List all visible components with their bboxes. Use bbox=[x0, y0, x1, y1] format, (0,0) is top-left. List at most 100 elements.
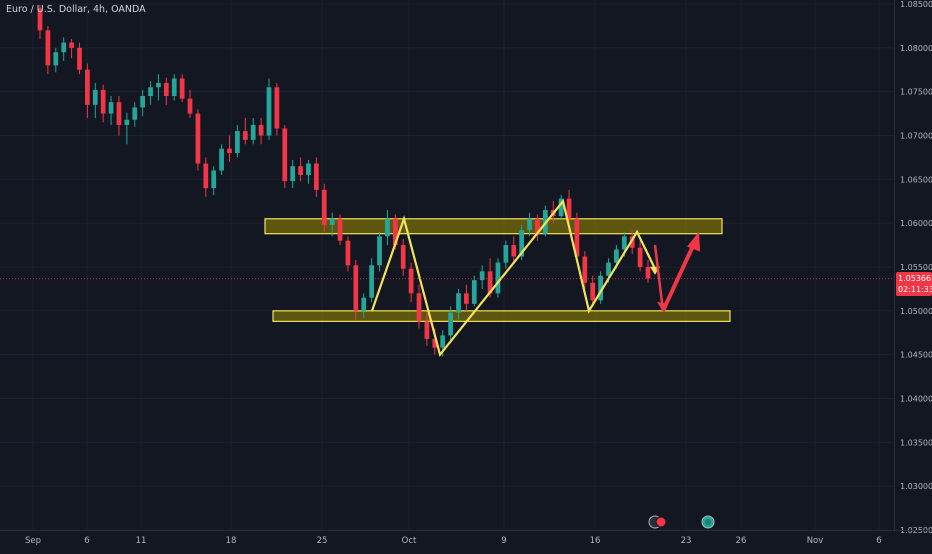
candle bbox=[464, 284, 469, 311]
candle-body bbox=[77, 47, 82, 70]
candle bbox=[645, 259, 651, 283]
earnings-icon[interactable] bbox=[701, 515, 715, 529]
projection-up-line bbox=[661, 242, 696, 312]
candle-body bbox=[195, 113, 201, 164]
candle bbox=[227, 135, 232, 162]
candle-body bbox=[479, 271, 485, 281]
support-zone[interactable] bbox=[272, 310, 731, 322]
candle bbox=[69, 39, 74, 59]
price-axis[interactable]: 1.08500 1.08000 1.07500 1.07000 1.06500 1.060… bbox=[900, 0, 932, 535]
bar-countdown: 02:11:33 bbox=[898, 285, 932, 294]
earnings-dot bbox=[705, 519, 711, 525]
economic-event-icon[interactable] bbox=[648, 515, 667, 529]
candle-body bbox=[124, 119, 130, 125]
candle-body bbox=[566, 198, 572, 219]
candle bbox=[637, 240, 643, 272]
candle bbox=[527, 212, 532, 237]
time-tick-label: Oct bbox=[402, 536, 417, 546]
time-tick-label: 25 bbox=[317, 536, 328, 546]
candle-body bbox=[250, 124, 256, 140]
zigzag-pattern-line[interactable] bbox=[370, 198, 656, 358]
candle-body bbox=[148, 87, 153, 97]
candle-body bbox=[298, 166, 303, 175]
candle-body bbox=[424, 321, 430, 339]
candle bbox=[345, 236, 351, 272]
candle-body bbox=[61, 42, 67, 53]
candle-body bbox=[313, 163, 319, 190]
candle-body bbox=[306, 163, 311, 175]
candle bbox=[85, 63, 90, 118]
candle-body bbox=[440, 335, 446, 348]
candle-body bbox=[242, 131, 248, 140]
candle bbox=[448, 306, 453, 342]
price-tick-label: 1.03000 bbox=[900, 482, 932, 491]
candle-body bbox=[361, 297, 367, 311]
candle bbox=[132, 102, 138, 127]
candle-body bbox=[337, 218, 343, 241]
candle bbox=[124, 112, 130, 145]
candle-body bbox=[645, 267, 651, 279]
candle bbox=[408, 262, 414, 303]
candle-body bbox=[37, 8, 43, 31]
candle-body bbox=[45, 30, 51, 66]
candle-body bbox=[614, 249, 619, 263]
projection-down-line bbox=[653, 244, 665, 311]
candle-body bbox=[629, 236, 635, 248]
candle bbox=[179, 74, 185, 103]
candle bbox=[211, 166, 217, 196]
candle-body bbox=[321, 189, 327, 225]
candle-body bbox=[471, 280, 477, 304]
candle bbox=[361, 293, 367, 318]
candle bbox=[219, 144, 224, 175]
candle-body bbox=[558, 198, 564, 217]
pattern-annotations[interactable] bbox=[370, 198, 700, 358]
candle-body bbox=[353, 265, 359, 311]
candle-body bbox=[156, 82, 161, 88]
candle-body bbox=[590, 282, 596, 301]
candle bbox=[61, 37, 67, 61]
candle bbox=[100, 84, 106, 123]
candle-body bbox=[227, 148, 232, 154]
candle bbox=[187, 89, 193, 118]
candle bbox=[582, 251, 588, 289]
resistance-zone[interactable] bbox=[264, 218, 723, 235]
candle-body bbox=[582, 256, 588, 283]
candle-body bbox=[53, 52, 59, 66]
price-tick-label: 1.05000 bbox=[900, 307, 932, 316]
candle-body bbox=[116, 102, 122, 125]
time-axis[interactable]: Sep 6 11 18 25 Oct 9 16 23 26 Nov 6 bbox=[25, 536, 882, 546]
candle bbox=[535, 214, 540, 241]
price-tick-label: 1.04500 bbox=[900, 351, 932, 360]
candle-body bbox=[392, 218, 398, 246]
candle bbox=[385, 210, 390, 246]
candle-body bbox=[606, 262, 611, 276]
event-markers[interactable] bbox=[648, 515, 715, 529]
time-tick-label: Sep bbox=[25, 536, 41, 546]
support-resistance-zones[interactable] bbox=[264, 218, 731, 322]
candle-body bbox=[171, 78, 177, 97]
candle bbox=[116, 96, 122, 136]
candle-body bbox=[369, 265, 375, 298]
candle bbox=[242, 117, 248, 145]
candle-body bbox=[503, 245, 509, 263]
price-tick-label: 1.04000 bbox=[900, 395, 932, 404]
candle bbox=[171, 74, 177, 101]
grid bbox=[0, 0, 894, 531]
candle-body bbox=[598, 275, 603, 301]
time-tick-label: Nov bbox=[807, 536, 824, 546]
candle-body bbox=[132, 107, 138, 120]
price-tick-label: 1.03500 bbox=[900, 438, 932, 447]
candle bbox=[250, 117, 256, 145]
candle-body bbox=[235, 131, 240, 154]
candle bbox=[503, 240, 509, 269]
price-tick-label: 1.06500 bbox=[900, 175, 932, 184]
candle bbox=[629, 230, 635, 254]
candle bbox=[148, 81, 153, 105]
candle-body bbox=[448, 312, 453, 336]
price-tick-label: 1.07500 bbox=[900, 88, 932, 97]
candles bbox=[37, 4, 651, 357]
candle bbox=[337, 214, 343, 246]
candle-body bbox=[203, 163, 209, 189]
